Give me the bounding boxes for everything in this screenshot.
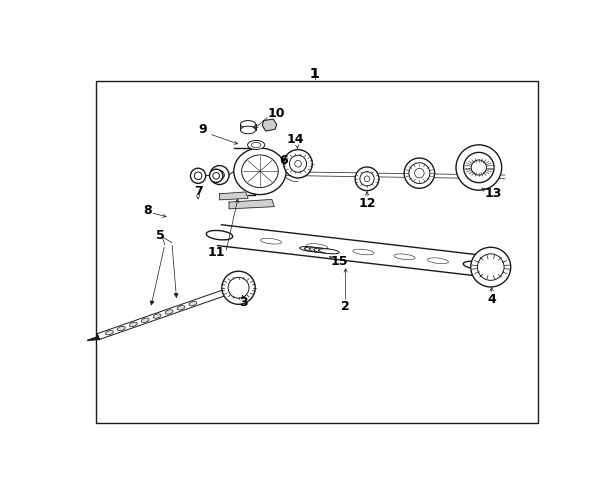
Ellipse shape (289, 155, 306, 172)
Ellipse shape (309, 247, 330, 253)
Ellipse shape (209, 169, 223, 183)
Ellipse shape (314, 248, 335, 253)
Text: 8: 8 (143, 204, 152, 217)
Text: 1: 1 (310, 67, 319, 81)
Text: 11: 11 (208, 246, 225, 259)
Ellipse shape (464, 261, 489, 269)
Ellipse shape (360, 172, 374, 186)
Ellipse shape (300, 246, 321, 252)
Polygon shape (229, 200, 274, 209)
Text: 12: 12 (358, 197, 376, 210)
Text: 7: 7 (193, 185, 203, 199)
Ellipse shape (464, 152, 494, 183)
Ellipse shape (106, 330, 114, 335)
Ellipse shape (247, 141, 265, 149)
Ellipse shape (249, 148, 261, 195)
Ellipse shape (130, 322, 137, 326)
Ellipse shape (117, 326, 125, 331)
Text: 10: 10 (268, 106, 286, 120)
Ellipse shape (409, 163, 430, 183)
Polygon shape (87, 334, 99, 341)
Ellipse shape (414, 168, 424, 178)
Ellipse shape (364, 176, 370, 182)
Polygon shape (220, 192, 248, 200)
Text: 9: 9 (198, 123, 207, 137)
Text: 1: 1 (310, 66, 319, 81)
Ellipse shape (295, 161, 301, 167)
Ellipse shape (241, 121, 255, 128)
Ellipse shape (284, 150, 313, 178)
Ellipse shape (471, 247, 511, 287)
Ellipse shape (141, 318, 149, 323)
Ellipse shape (165, 310, 173, 314)
Text: 5: 5 (155, 229, 165, 242)
Ellipse shape (189, 302, 197, 306)
Ellipse shape (305, 247, 325, 252)
Ellipse shape (471, 160, 486, 175)
Text: 4: 4 (488, 292, 496, 305)
Ellipse shape (222, 271, 255, 305)
Ellipse shape (404, 158, 435, 188)
Ellipse shape (478, 254, 504, 280)
Ellipse shape (210, 165, 229, 184)
Ellipse shape (215, 170, 224, 180)
Text: 15: 15 (331, 255, 348, 268)
Text: 2: 2 (341, 300, 350, 313)
Text: 14: 14 (287, 133, 305, 146)
Ellipse shape (319, 249, 339, 254)
Ellipse shape (190, 168, 206, 183)
Ellipse shape (228, 277, 249, 298)
Ellipse shape (213, 172, 220, 179)
Text: 3: 3 (239, 296, 247, 309)
Ellipse shape (456, 145, 502, 190)
Ellipse shape (194, 172, 202, 180)
Ellipse shape (241, 126, 255, 134)
Ellipse shape (234, 148, 286, 195)
Ellipse shape (251, 142, 261, 147)
Text: 6: 6 (279, 154, 288, 167)
Ellipse shape (355, 167, 379, 191)
Polygon shape (262, 119, 277, 131)
Ellipse shape (153, 314, 161, 318)
Text: 13: 13 (484, 187, 502, 201)
Ellipse shape (206, 230, 233, 240)
Ellipse shape (242, 155, 278, 187)
Ellipse shape (177, 305, 185, 310)
